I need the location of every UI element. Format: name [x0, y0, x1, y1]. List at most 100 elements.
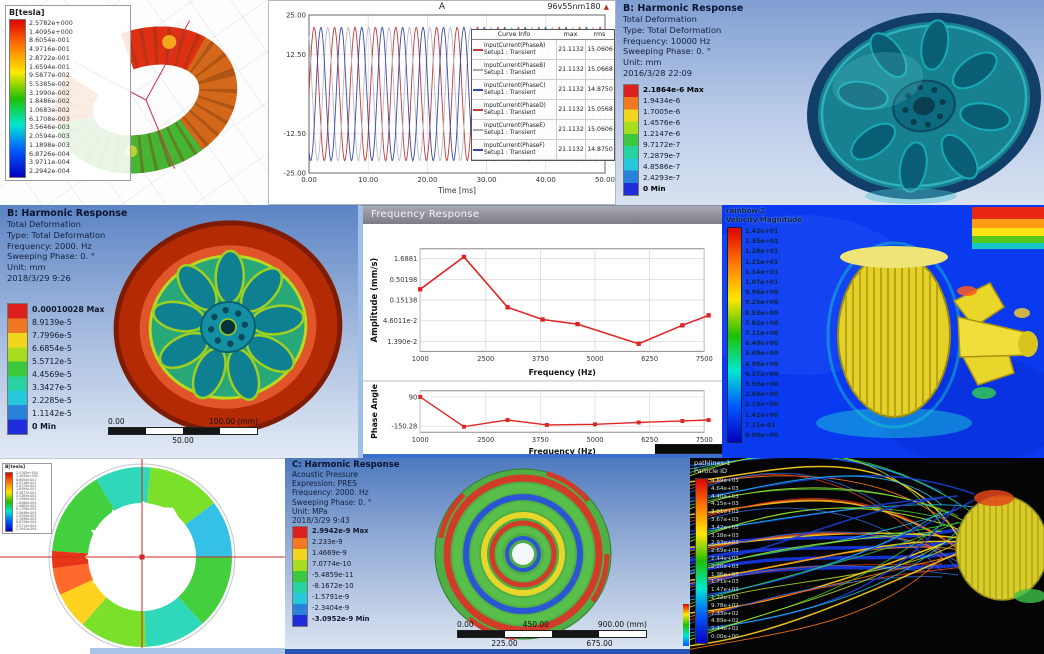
flywheel-model — [113, 220, 343, 434]
colorbar-value: 2.5782e+000 — [29, 19, 73, 27]
plot-corner-label: 96v55nm180 ▲ — [547, 2, 609, 11]
result-detail-line: 2016/3/28 22:09 — [623, 67, 693, 78]
result-title: B: Harmonic Response — [7, 208, 128, 219]
svg-text:Amplitude (mm/s): Amplitude (mm/s) — [369, 258, 379, 343]
colorbar-value: 5.5385e-002 — [16, 494, 37, 499]
colorbar-value: 1.1898e-003 — [29, 140, 70, 149]
svg-text:Phase Angle: Phase Angle — [370, 384, 379, 439]
colorbar-value: 4.15e+03 — [711, 501, 739, 508]
colorbar-value: 4.64e+03 — [711, 485, 739, 492]
panel-polar-ring: B[tesla] 2.5782e+000 1.4095e+000 8.6054e-0… — [0, 458, 285, 654]
ruler-mid: 50.00 — [172, 436, 194, 445]
colorbar-gradient — [292, 526, 308, 627]
result-info-block: C: Harmonic Response Acoustic Pressure Ex… — [292, 460, 399, 525]
svg-text:40.00: 40.00 — [536, 176, 556, 184]
colorbar-value: -1.5791e-9 — [312, 593, 350, 601]
svg-text:5000: 5000 — [586, 436, 603, 444]
colorbar-labels: 1.42e+01 1.35e+01 1.28e+01 1.21e+01 1.14e+01… — [745, 227, 778, 443]
colorbar-value: 1.1142e-5 — [32, 409, 72, 418]
svg-text:6250: 6250 — [641, 355, 658, 363]
svg-text:30.00: 30.00 — [477, 176, 497, 184]
colorbar-gradient — [7, 303, 28, 435]
legend-row-phase-a[interactable]: InputCurrent(PhaseA) Setup1 : Transient … — [472, 40, 614, 60]
result-detail-line: 2018/3/29 9:26 — [7, 272, 71, 283]
colorbar-value: 8.6054e-001 — [29, 36, 70, 45]
legend-row-phase-c[interactable]: InputCurrent(PhaseC) Setup1 : Transient … — [472, 80, 614, 100]
colorbar-value: -3.0952e-9 Min — [312, 615, 370, 623]
curve-name: InputCurrent(PhaseE) Setup1 : Transient — [484, 122, 546, 136]
curve-rms: 14.8750 — [585, 80, 614, 99]
result-detail-line: Type: Total Deformation — [7, 229, 106, 240]
colorbar-value: 9.96e+00 — [745, 289, 779, 297]
legend-row-phase-d[interactable]: InputCurrent(PhaseD) Setup1 : Transient … — [472, 100, 614, 120]
svg-text:-150.28: -150.28 — [391, 423, 417, 431]
panel-maxwell-torus: B[tesla] 2.5782e+000 1.4095e+000 8.6054e-0… — [0, 0, 268, 205]
acoustic-disc-model — [434, 467, 612, 641]
colorbar-value: 7.33e+02 — [711, 610, 739, 617]
contour-variable: Velocity Magnitude — [726, 215, 803, 224]
colorbar-value: 1.1898e-003 — [16, 517, 37, 522]
svg-text:Frequency (Hz): Frequency (Hz) — [529, 447, 596, 456]
colorbar-value: 1.21e+01 — [745, 258, 779, 266]
result-detail-line: Unit: mm — [623, 57, 662, 68]
window-edge-strip — [90, 648, 285, 654]
svg-text:7500: 7500 — [696, 355, 713, 363]
svg-text:4.6011e-2: 4.6011e-2 — [383, 317, 417, 325]
colorbar-value: 3.1990e-002 — [29, 88, 70, 97]
colorbar-value: 4.89e+02 — [711, 618, 739, 625]
colorbar-value: 7.0774e-10 — [312, 560, 352, 568]
pathlines-name: pathlines-1 — [694, 459, 731, 467]
colorbar-value: 4.9716e-001 — [16, 480, 37, 485]
colorbar-value: 7.11e+00 — [745, 330, 779, 338]
colorbar-value: 1.9434e-6 — [643, 96, 681, 105]
svg-text:10.00: 10.00 — [358, 176, 378, 184]
colorbar-value: 2.2942e-004 — [29, 166, 70, 175]
colorbar-value: 7.7996e-5 — [32, 331, 72, 340]
result-detail-line: Type: Total Deformation — [623, 24, 722, 35]
curve-max: 21.1132 — [556, 120, 585, 139]
svg-text:-12.50: -12.50 — [283, 130, 306, 138]
curve-swatch — [473, 88, 483, 91]
window-bottom-edge — [363, 454, 722, 458]
colorbar-value: 0.00e+00 — [711, 633, 739, 640]
pathlines-variable: Particle ID — [694, 466, 728, 475]
colorbar-value: 2.5782e+000 — [16, 471, 38, 475]
colorbar-value: 4.4569e-5 — [32, 370, 72, 379]
svg-text:1000: 1000 — [412, 436, 429, 444]
svg-text:0.50198: 0.50198 — [390, 276, 418, 284]
legend-row-phase-b[interactable]: InputCurrent(PhaseB) Setup1 : Transient … — [472, 60, 614, 80]
colorbar-value: 8.9139e-5 — [32, 318, 72, 327]
contour-legend-header: rainbow 2 Velocity Magnitude — [726, 207, 802, 224]
legend-row-phase-f[interactable]: InputCurrent(PhaseF) Setup1 : Transient … — [472, 140, 614, 160]
plot-title: A — [438, 2, 446, 12]
wheel-model — [807, 12, 1041, 204]
colorbar-value: 3.9711e-004 — [29, 158, 70, 167]
colorbar-value: 2.9942e-9 Max — [312, 527, 369, 535]
window-titlebar[interactable]: Frequency Response — [363, 206, 722, 224]
colorbar-value: 1.96e+03 — [711, 571, 739, 578]
colorbar-value: 3.56e+00 — [745, 381, 779, 389]
ring-field-plot — [0, 459, 285, 654]
colorbar-title: B[tesla] — [9, 8, 45, 17]
svg-text:Frequency (Hz): Frequency (Hz) — [529, 368, 596, 377]
curve-rms: 15.0568 — [585, 100, 614, 119]
colorbar-value: 1.8486e-002 — [29, 97, 70, 106]
svg-text:2500: 2500 — [477, 355, 494, 363]
colorbar-value: 4.9716e-001 — [29, 45, 70, 54]
colorbar-value: 2.0594e-003 — [29, 132, 70, 141]
colorbar-b-tesla-small: B[tesla] 2.5782e+000 1.4095e+000 8.6054e-0… — [2, 463, 52, 534]
result-details: Total Deformation Type: Total Deformation… — [7, 219, 127, 284]
colorbar-particle-id: 4.89e+03 4.64e+03 4.40e+03 4.15e+03 3.91e+03… — [695, 478, 739, 644]
colorbar-value: 4.98e+00 — [745, 360, 779, 368]
scale-ruler: 0.00 450.00 900.00 (mm) 225.00 675.00 — [457, 620, 647, 648]
curve-max: 21.1132 — [556, 100, 585, 119]
legend-header-rms: rms — [593, 31, 606, 38]
colorbar-title: B[tesla] — [5, 465, 26, 470]
legend-row-phase-e[interactable]: InputCurrent(PhaseE) Setup1 : Transient … — [472, 120, 614, 140]
colorbar-value: 2.20e+03 — [711, 563, 739, 570]
colorbar-value: 6.8726e-004 — [29, 149, 70, 158]
curve-rms: 15.0606 — [585, 40, 614, 59]
colorbar-value: 2.0594e-003 — [16, 513, 37, 518]
colorbar-value: 1.8486e-002 — [16, 500, 37, 505]
svg-text:5000: 5000 — [586, 355, 603, 363]
